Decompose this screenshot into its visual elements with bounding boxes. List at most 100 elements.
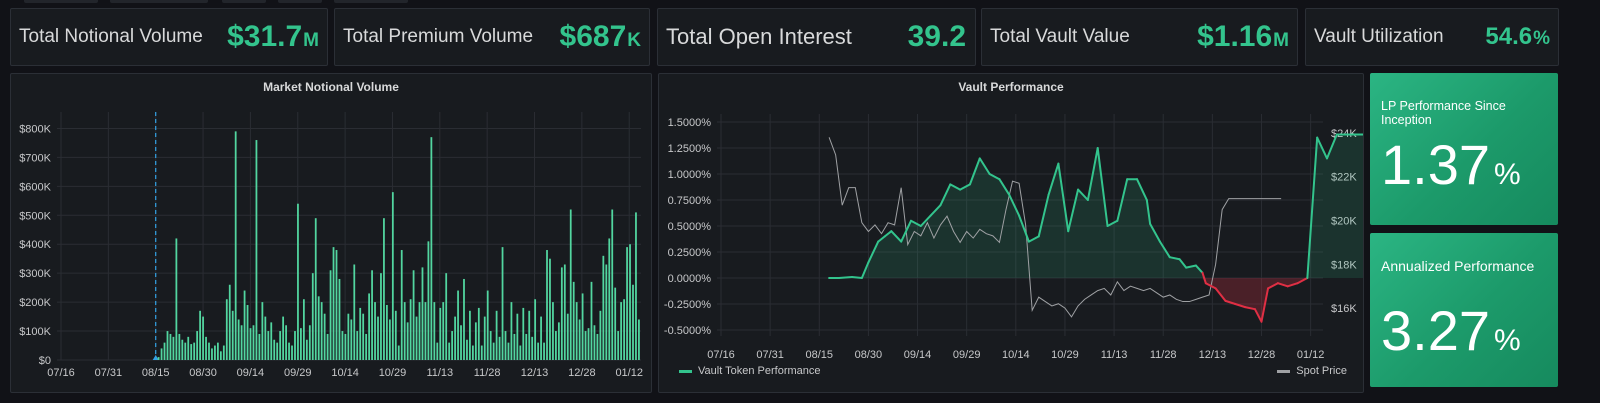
stat-vault-utilization: Vault Utilization 54.6% bbox=[1305, 8, 1559, 66]
performance-line-segment bbox=[1214, 287, 1227, 302]
bar bbox=[460, 325, 462, 360]
performance-line-segment bbox=[1057, 162, 1070, 233]
bar bbox=[412, 270, 415, 360]
bar bbox=[549, 258, 551, 360]
performance-line-segment bbox=[1096, 147, 1109, 227]
performance-line-segment bbox=[1086, 147, 1099, 201]
bar bbox=[332, 247, 335, 360]
legend-vault-token[interactable]: Vault Token Performance bbox=[679, 365, 821, 377]
x-tick-label: 09/29 bbox=[284, 367, 312, 379]
bar bbox=[329, 270, 332, 360]
annualized-performance-title: Annualized Performance bbox=[1381, 258, 1535, 274]
bar bbox=[178, 333, 181, 360]
stat-value: 39.2 bbox=[907, 20, 966, 53]
y-tick-label: $200K bbox=[19, 297, 51, 309]
performance-line-segment bbox=[1145, 199, 1152, 225]
bar bbox=[169, 333, 172, 360]
bar bbox=[457, 290, 459, 360]
performance-line-segment bbox=[1276, 282, 1289, 288]
performance-line-segment bbox=[877, 235, 886, 243]
bar bbox=[587, 328, 590, 360]
bar bbox=[217, 342, 219, 360]
bar bbox=[528, 310, 531, 360]
bar bbox=[617, 331, 620, 360]
bar bbox=[187, 336, 190, 360]
bar bbox=[249, 328, 252, 360]
x-tick-label: 09/14 bbox=[237, 367, 265, 379]
bar bbox=[635, 212, 637, 360]
performance-line-segment bbox=[1244, 306, 1256, 311]
panel-title[interactable]: Market Notional Volume bbox=[263, 80, 399, 94]
bar bbox=[270, 322, 273, 360]
performance-line-segment bbox=[909, 219, 922, 227]
stat-value: $31.7M bbox=[227, 20, 319, 53]
performance-line-segment bbox=[883, 230, 893, 238]
bar bbox=[546, 250, 548, 360]
performance-line-segment bbox=[851, 275, 863, 279]
bar bbox=[638, 319, 640, 360]
x-tick-label: 07/16 bbox=[707, 349, 735, 361]
bar bbox=[386, 305, 388, 360]
performance-line-segment bbox=[1224, 299, 1237, 305]
stat-label: Total Notional Volume bbox=[19, 26, 203, 47]
performance-line-segment bbox=[1194, 264, 1204, 274]
legend-label: Vault Token Performance bbox=[698, 365, 821, 377]
y-tick-label: -0.5000% bbox=[664, 325, 711, 337]
y-tick-label: $700K bbox=[19, 152, 51, 164]
x-tick-label: 11/28 bbox=[474, 367, 501, 379]
bar bbox=[543, 342, 545, 360]
x-tick-label: 08/30 bbox=[189, 367, 217, 379]
market-notional-volume-panel: Market Notional Volume $0 $100K $200K $300K… bbox=[10, 73, 652, 393]
bar bbox=[593, 325, 596, 360]
bar bbox=[184, 342, 187, 360]
performance-line-segment bbox=[1077, 188, 1089, 201]
bar bbox=[626, 247, 628, 360]
bar bbox=[614, 287, 617, 360]
bottom-bar bbox=[0, 395, 1600, 403]
bar bbox=[531, 336, 534, 360]
bar bbox=[463, 278, 465, 360]
bar bbox=[522, 307, 525, 360]
performance-line-segment bbox=[1267, 282, 1279, 290]
panel-title[interactable]: Vault Performance bbox=[958, 80, 1064, 94]
performance-line-segment bbox=[1018, 214, 1030, 243]
bar bbox=[214, 345, 216, 360]
y-right-tick-label: $20K bbox=[1331, 216, 1357, 228]
performance-line-segment bbox=[929, 204, 942, 217]
stat-total-notional-volume: Total Notional Volume $31.7M bbox=[10, 8, 328, 66]
stat-total-vault-value: Total Vault Value $1.16M bbox=[981, 8, 1298, 66]
x-tick-label: 01/12 bbox=[615, 367, 643, 379]
legend-spot-price[interactable]: Spot Price bbox=[1277, 365, 1347, 377]
bar bbox=[424, 302, 427, 360]
stat-label: Vault Utilization bbox=[1314, 26, 1444, 47]
x-tick-label: 11/28 bbox=[1150, 349, 1177, 361]
bar bbox=[347, 313, 350, 360]
y-tick-label: 1.5000% bbox=[668, 117, 712, 129]
stat-total-open-interest: Total Open Interest 39.2 bbox=[657, 8, 976, 66]
bar bbox=[492, 342, 495, 360]
bar bbox=[362, 313, 365, 360]
bar bbox=[261, 302, 264, 360]
bar bbox=[388, 319, 391, 360]
bar bbox=[575, 302, 578, 360]
bar bbox=[205, 336, 207, 360]
bar bbox=[285, 325, 287, 360]
x-tick-label: 01/12 bbox=[1297, 349, 1325, 361]
bar bbox=[436, 342, 439, 360]
bar bbox=[421, 267, 424, 360]
bar bbox=[320, 302, 323, 360]
y-tick-label: 1.2500% bbox=[668, 143, 712, 155]
bar bbox=[480, 345, 483, 360]
performance-line-segment bbox=[1234, 303, 1247, 309]
bar bbox=[341, 331, 344, 360]
bar bbox=[516, 313, 519, 360]
bar bbox=[190, 344, 193, 360]
top-strip bbox=[0, 0, 1600, 6]
bar bbox=[498, 336, 501, 360]
bar bbox=[297, 203, 299, 360]
bar bbox=[199, 310, 201, 360]
bar bbox=[563, 264, 566, 360]
x-tick-label: 11/13 bbox=[1101, 349, 1128, 361]
lp-performance-panel: LP Performance Since Inception 1.37% bbox=[1370, 73, 1558, 225]
performance-line-segment bbox=[1253, 308, 1263, 323]
